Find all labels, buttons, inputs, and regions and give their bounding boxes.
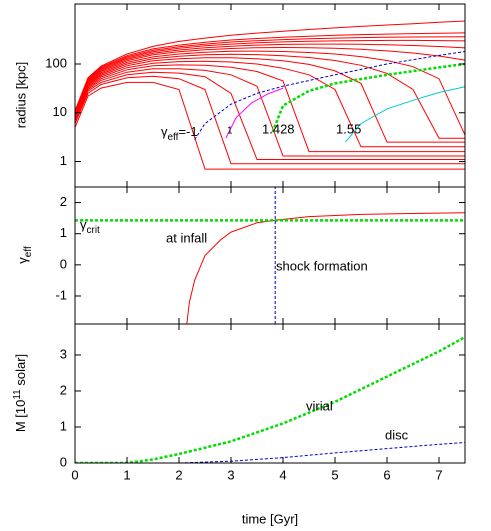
series-line [75,75,465,165]
series-line [194,51,465,140]
y-axis-label: γeff [15,246,33,264]
x-tick-label: 4 [279,467,286,482]
series-line [345,86,465,143]
x-tick-label: 7 [435,467,442,482]
y-tick-label: 0 [60,256,67,271]
annotation-part: γ [80,217,87,232]
series-line [75,32,465,113]
series-line [75,57,465,143]
y-tick-label: 2 [60,382,67,397]
series-line [75,71,465,160]
y-tick-label: -1 [55,287,67,302]
series-line [75,81,465,170]
annotation: shock formation [276,258,368,273]
annotation-sub: eff [168,132,179,143]
series-line [225,87,284,139]
y-axis-label: M [1011 solar] [12,354,29,432]
plots: 1 10 100 -1 0 1 2 0 1 2 3 0 1 2 3 4 5 6 7 [45,3,466,482]
plot-frame [74,323,466,464]
annotation: disc [385,427,409,442]
annotation-sub: crit [87,225,101,236]
y-axis-label: radius [kpc] [13,62,28,128]
y-axis-label-part: solar] [13,354,28,389]
y-tick-label: 3 [60,346,67,361]
series-line [75,53,465,139]
y-tick-label: 10 [53,104,67,119]
annotation-part: =-1 [178,124,197,139]
series-line [75,64,465,153]
series-line [75,36,465,113]
series-line [271,62,465,133]
y-axis-label-part: γ [15,257,30,264]
series-line [75,46,465,116]
annotation: virial [306,398,333,413]
y-tick-label: 2 [60,194,67,209]
x-tick-label: 1 [123,467,130,482]
y-axis-label-sup: 11 [12,389,23,400]
x-tick-label: 2 [175,467,182,482]
y-tick-label: 0 [60,454,67,469]
x-tick-label: 6 [383,467,390,482]
annotation: 1 [227,126,233,137]
series-line [75,335,465,463]
y-tick-label: 1 [60,418,67,433]
series-line [75,39,465,113]
series-line [186,212,465,324]
x-tick-label: 5 [331,467,338,482]
y-axis-label-sub: eff [23,246,34,257]
y-tick-label: 100 [45,55,67,70]
series-line [75,442,465,463]
annotation: γcrit [80,217,100,235]
y-axis-label-part: M [10 [13,400,28,433]
series-line [75,60,465,148]
x-tick-label: 3 [227,467,234,482]
y-tick-label: 1 [60,153,67,168]
annotation: 1.55 [336,121,361,136]
y-tick-label: 1 [60,225,67,240]
series-line [75,68,465,157]
annotation: γeff=-1 [161,124,198,142]
series-line [75,20,465,111]
annotation-part: γ [161,124,168,139]
annotation: 1.428 [262,121,295,136]
series-line [75,43,465,116]
plot-frame [74,186,466,325]
x-axis-label: time [Gyr] [242,511,298,526]
annotation: at infall [166,230,207,245]
x-tick-label: 0 [71,467,78,482]
